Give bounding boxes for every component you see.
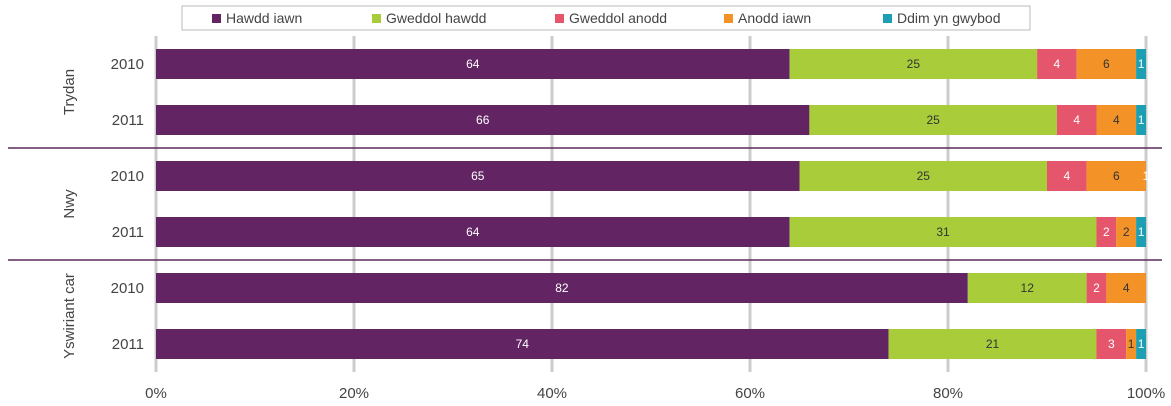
data-label: 74 <box>516 337 530 351</box>
data-label: 4 <box>1063 169 1070 183</box>
legend-label: Gweddol hawdd <box>386 10 486 26</box>
x-tick-label: 60% <box>735 385 765 402</box>
data-label: 31 <box>936 225 950 239</box>
legend-label: Gweddol anodd <box>569 10 667 26</box>
data-label: 1 <box>1138 337 1145 351</box>
bar-segment <box>967 273 1087 303</box>
data-label: 1 <box>1143 169 1150 183</box>
chart-bars <box>156 49 1146 359</box>
segment-labels: 64 25 4 6 166 25 4 4 165 25 4 6 164 31 2 2 182 12 2 474 21 3 1… <box>466 57 1150 351</box>
data-label: 66 <box>476 113 490 127</box>
group-labels: Trydan Nwy Yswiriant car <box>61 69 78 359</box>
data-label: 1 <box>1138 225 1145 239</box>
data-label: 4 <box>1123 281 1130 295</box>
bar-segment <box>1096 105 1137 135</box>
data-label: 1 <box>1128 337 1135 351</box>
bar-segment <box>888 329 1097 359</box>
data-label: 65 <box>471 169 485 183</box>
data-label: 6 <box>1113 169 1120 183</box>
bar-segment <box>1076 49 1137 79</box>
bar-segment <box>156 217 790 247</box>
bar-segment <box>156 105 810 135</box>
bar-segment <box>789 217 1097 247</box>
bar-segment <box>789 49 1038 79</box>
row-labels: 2010 2011 2010 2011 2010 2011 <box>111 56 144 353</box>
data-label: 4 <box>1054 57 1061 71</box>
x-tick-label: 0% <box>145 385 167 402</box>
legend-swatch <box>883 14 892 23</box>
data-label: 64 <box>466 225 480 239</box>
bar-segment <box>1056 105 1097 135</box>
bar-segment <box>1106 273 1146 303</box>
bar-segment <box>1126 329 1137 359</box>
group-label: Nwy <box>61 189 78 219</box>
legend-swatch <box>212 14 221 23</box>
data-label: 82 <box>555 281 569 295</box>
x-tick-label: 100% <box>1127 385 1165 402</box>
data-label: 25 <box>917 169 931 183</box>
row-label: 2010 <box>111 280 144 297</box>
data-label: 2 <box>1103 225 1110 239</box>
bar-segment <box>1037 49 1077 79</box>
bar-segment <box>1136 217 1146 247</box>
row-label: 2011 <box>112 336 144 353</box>
data-label: 1 <box>1138 113 1145 127</box>
legend-swatch <box>724 14 733 23</box>
bar-segment <box>1086 161 1146 191</box>
bar-segment <box>809 105 1057 135</box>
bar-segment <box>1116 217 1137 247</box>
row-label: 2010 <box>111 56 144 73</box>
data-label: 4 <box>1113 113 1120 127</box>
row-label: 2010 <box>111 168 144 185</box>
row-label: 2011 <box>112 224 144 241</box>
bar-segment <box>1086 273 1107 303</box>
data-label: 1 <box>1138 57 1145 71</box>
bar-segment <box>1047 161 1087 191</box>
data-label: 25 <box>926 113 940 127</box>
bar-segment <box>156 49 790 79</box>
data-label: 12 <box>1021 281 1035 295</box>
x-tick-label: 40% <box>537 385 567 402</box>
data-label: 2 <box>1123 225 1130 239</box>
data-label: 4 <box>1073 113 1080 127</box>
legend-swatch <box>372 14 381 23</box>
bar-segment <box>156 329 889 359</box>
legend-swatch <box>555 14 564 23</box>
data-label: 21 <box>986 337 1000 351</box>
legend-label: Hawdd iawn <box>226 10 302 26</box>
data-label: 25 <box>907 57 921 71</box>
group-separators <box>8 147 1162 261</box>
bar-segment <box>1136 329 1146 359</box>
chart-grid <box>154 36 1148 372</box>
data-label: 6 <box>1103 57 1110 71</box>
bar-segment <box>156 161 800 191</box>
bar-segment <box>1096 329 1127 359</box>
bar-segment <box>156 273 968 303</box>
x-tick-label: 80% <box>933 385 963 402</box>
bar-segment <box>1136 49 1146 79</box>
legend-label: Ddim yn gwybod <box>897 10 1001 26</box>
legend-label: Anodd iawn <box>738 10 811 26</box>
bar-segment <box>1096 217 1117 247</box>
bar-segment <box>1136 105 1146 135</box>
chart-legend: Hawdd iawn Gweddol hawdd Gweddol anodd Anod… <box>181 5 1031 31</box>
row-label: 2011 <box>112 112 144 129</box>
bar-segment <box>799 161 1047 191</box>
data-label: 2 <box>1093 281 1100 295</box>
x-axis: 0% 20% 40% 60% 80% 100% <box>145 385 1165 402</box>
data-label: 3 <box>1108 337 1115 351</box>
group-label: Yswiriant car <box>61 273 78 359</box>
x-tick-label: 20% <box>339 385 369 402</box>
group-label: Trydan <box>61 69 78 115</box>
data-label: 64 <box>466 57 480 71</box>
